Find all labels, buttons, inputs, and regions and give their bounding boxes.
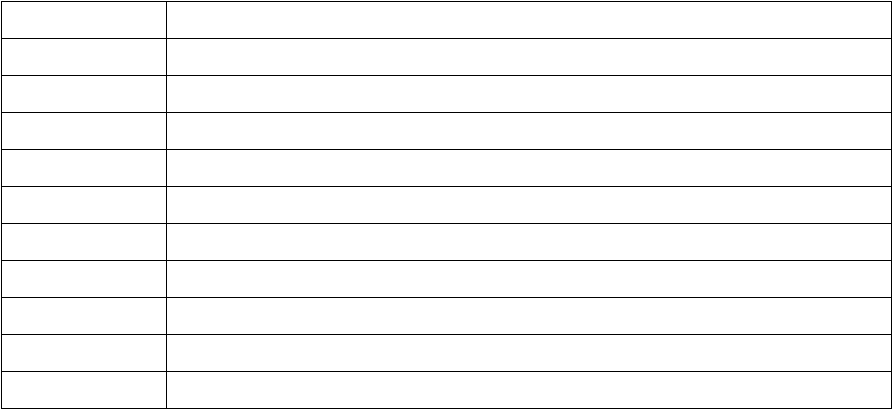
page (0, 0, 894, 409)
table (1, 1, 892, 409)
table-frame (1, 1, 892, 409)
row-dividers (1, 1, 892, 409)
